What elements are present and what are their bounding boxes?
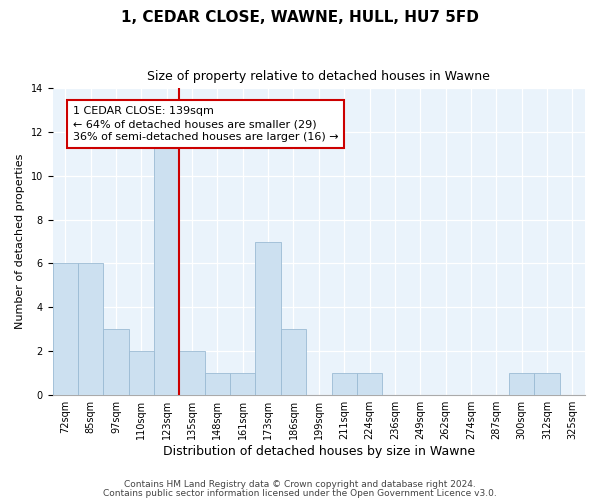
Bar	[53, 264, 78, 394]
Bar	[535, 373, 560, 394]
Text: Contains HM Land Registry data © Crown copyright and database right 2024.: Contains HM Land Registry data © Crown c…	[124, 480, 476, 489]
Bar	[230, 373, 256, 394]
Y-axis label: Number of detached properties: Number of detached properties	[15, 154, 25, 329]
Bar	[256, 242, 281, 394]
Bar	[154, 132, 179, 394]
X-axis label: Distribution of detached houses by size in Wawne: Distribution of detached houses by size …	[163, 444, 475, 458]
Text: 1 CEDAR CLOSE: 139sqm
← 64% of detached houses are smaller (29)
36% of semi-deta: 1 CEDAR CLOSE: 139sqm ← 64% of detached …	[73, 106, 338, 142]
Text: 1, CEDAR CLOSE, WAWNE, HULL, HU7 5FD: 1, CEDAR CLOSE, WAWNE, HULL, HU7 5FD	[121, 10, 479, 25]
Bar	[509, 373, 535, 394]
Bar	[78, 264, 103, 394]
Title: Size of property relative to detached houses in Wawne: Size of property relative to detached ho…	[148, 70, 490, 83]
Bar	[205, 373, 230, 394]
Bar	[179, 351, 205, 395]
Bar	[332, 373, 357, 394]
Text: Contains public sector information licensed under the Open Government Licence v3: Contains public sector information licen…	[103, 488, 497, 498]
Bar	[129, 351, 154, 395]
Bar	[357, 373, 382, 394]
Bar	[281, 329, 306, 394]
Bar	[103, 329, 129, 394]
